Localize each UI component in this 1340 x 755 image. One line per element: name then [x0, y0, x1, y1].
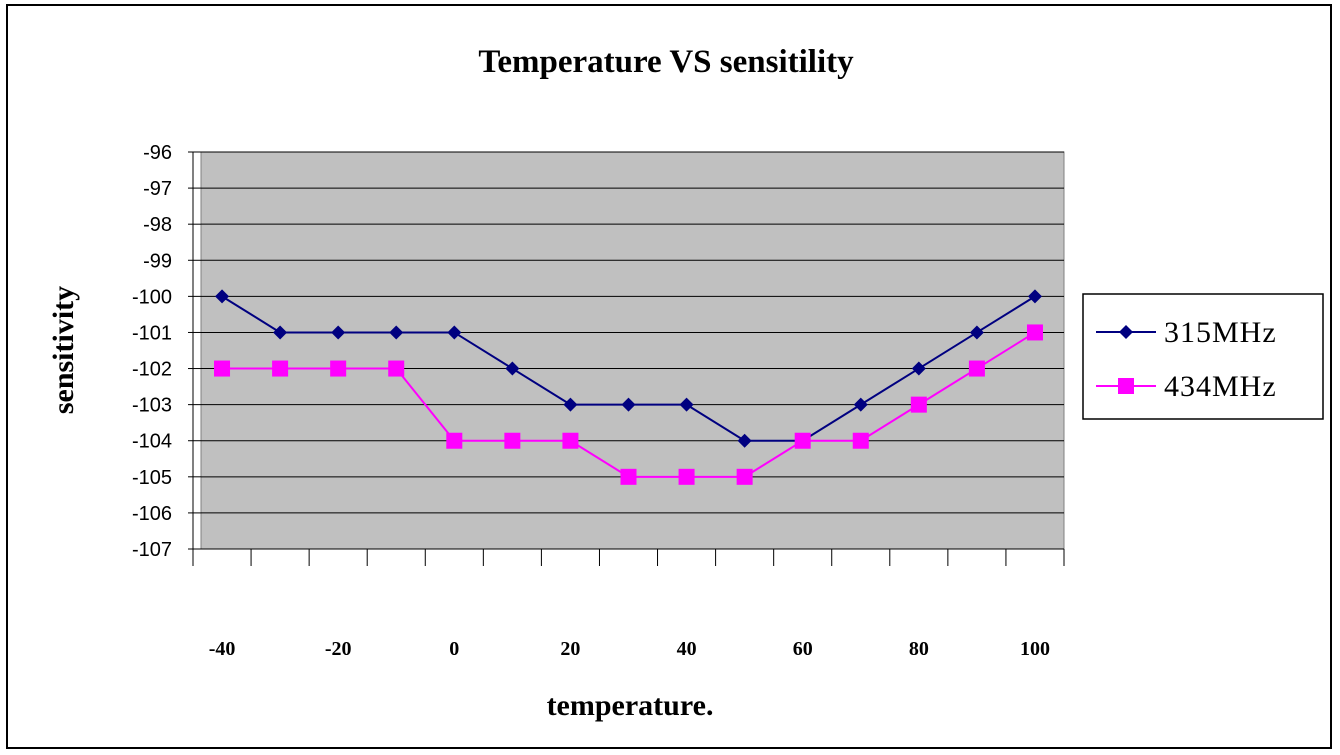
data-point-315mhz — [969, 325, 984, 340]
data-point-315mhz — [563, 397, 578, 412]
chart-title: Temperature VS sensitility — [478, 44, 854, 80]
legend-entry-434mhz: 434MHz — [1096, 370, 1277, 403]
x-tick-label: 80 — [909, 638, 929, 660]
data-point-434mhz — [330, 360, 347, 377]
y-axis-title: sensitivity — [47, 286, 80, 414]
data-point-315mhz — [447, 325, 462, 340]
data-point-434mhz — [968, 360, 985, 377]
y-tick-label: -106 — [132, 503, 172, 525]
data-point-315mhz — [621, 397, 636, 412]
data-point-315mhz — [273, 325, 288, 340]
series-315mhz — [215, 289, 1042, 448]
data-point-315mhz — [215, 289, 230, 304]
y-tick-label: -107 — [132, 539, 172, 561]
y-tick-label: -100 — [132, 286, 172, 308]
legend-swatch-marker — [1119, 325, 1133, 339]
x-tick-label: 0 — [449, 638, 459, 660]
legend-label: 434MHz — [1164, 370, 1277, 403]
data-point-434mhz — [562, 432, 579, 449]
data-point-315mhz — [1027, 289, 1042, 304]
data-point-434mhz — [852, 432, 869, 449]
y-tick-label: -103 — [132, 395, 172, 417]
y-tick-label: -101 — [132, 322, 172, 344]
x-tick-label: 60 — [793, 638, 813, 660]
data-point-315mhz — [853, 397, 868, 412]
series-layer — [214, 289, 1043, 485]
y-tick-label: -104 — [132, 431, 172, 453]
data-point-315mhz — [737, 433, 752, 448]
data-point-315mhz — [911, 361, 926, 376]
x-tick-label: -20 — [325, 638, 352, 660]
x-tick-label: 100 — [1020, 638, 1050, 660]
data-point-434mhz — [910, 396, 927, 413]
legend-box — [1082, 293, 1324, 420]
data-point-434mhz — [446, 432, 463, 449]
series-434mhz — [214, 324, 1043, 485]
y-tick-label: -96 — [143, 142, 172, 164]
x-tick-label: 40 — [677, 638, 697, 660]
y-axis: -96 -97 -98 -99 -100 -101 -102 -103 -104 -105 -106… — [132, 142, 201, 561]
y-tick-label: -98 — [143, 214, 172, 236]
x-tick-label: -40 — [209, 638, 236, 660]
data-point-315mhz — [679, 397, 694, 412]
data-point-434mhz — [620, 468, 637, 485]
data-point-434mhz — [214, 360, 231, 377]
data-point-434mhz — [388, 360, 405, 377]
data-point-315mhz — [331, 325, 346, 340]
plot-area — [200, 151, 1065, 550]
data-point-434mhz — [736, 468, 753, 485]
data-point-315mhz — [389, 325, 404, 340]
legend-entry-315mhz: 315MHz — [1096, 316, 1277, 349]
x-tick-label: 20 — [560, 638, 580, 660]
y-tick-label: -105 — [132, 467, 172, 489]
data-point-434mhz — [1026, 324, 1043, 341]
y-tick-label: -97 — [143, 178, 172, 200]
data-point-434mhz — [678, 468, 695, 485]
legend-label: 315MHz — [1164, 316, 1277, 349]
data-point-434mhz — [504, 432, 521, 449]
data-point-434mhz — [794, 432, 811, 449]
legend-swatch-marker — [1118, 378, 1134, 394]
x-axis: -40 -20 0 20 40 60 80 100 — [192, 548, 1065, 660]
data-point-315mhz — [505, 361, 520, 376]
legend: 315MHz 434MHz — [1082, 293, 1324, 420]
x-axis-title: temperature. — [547, 689, 714, 722]
y-tick-label: -99 — [143, 250, 172, 272]
data-point-434mhz — [272, 360, 289, 377]
y-tick-label: -102 — [132, 359, 172, 381]
